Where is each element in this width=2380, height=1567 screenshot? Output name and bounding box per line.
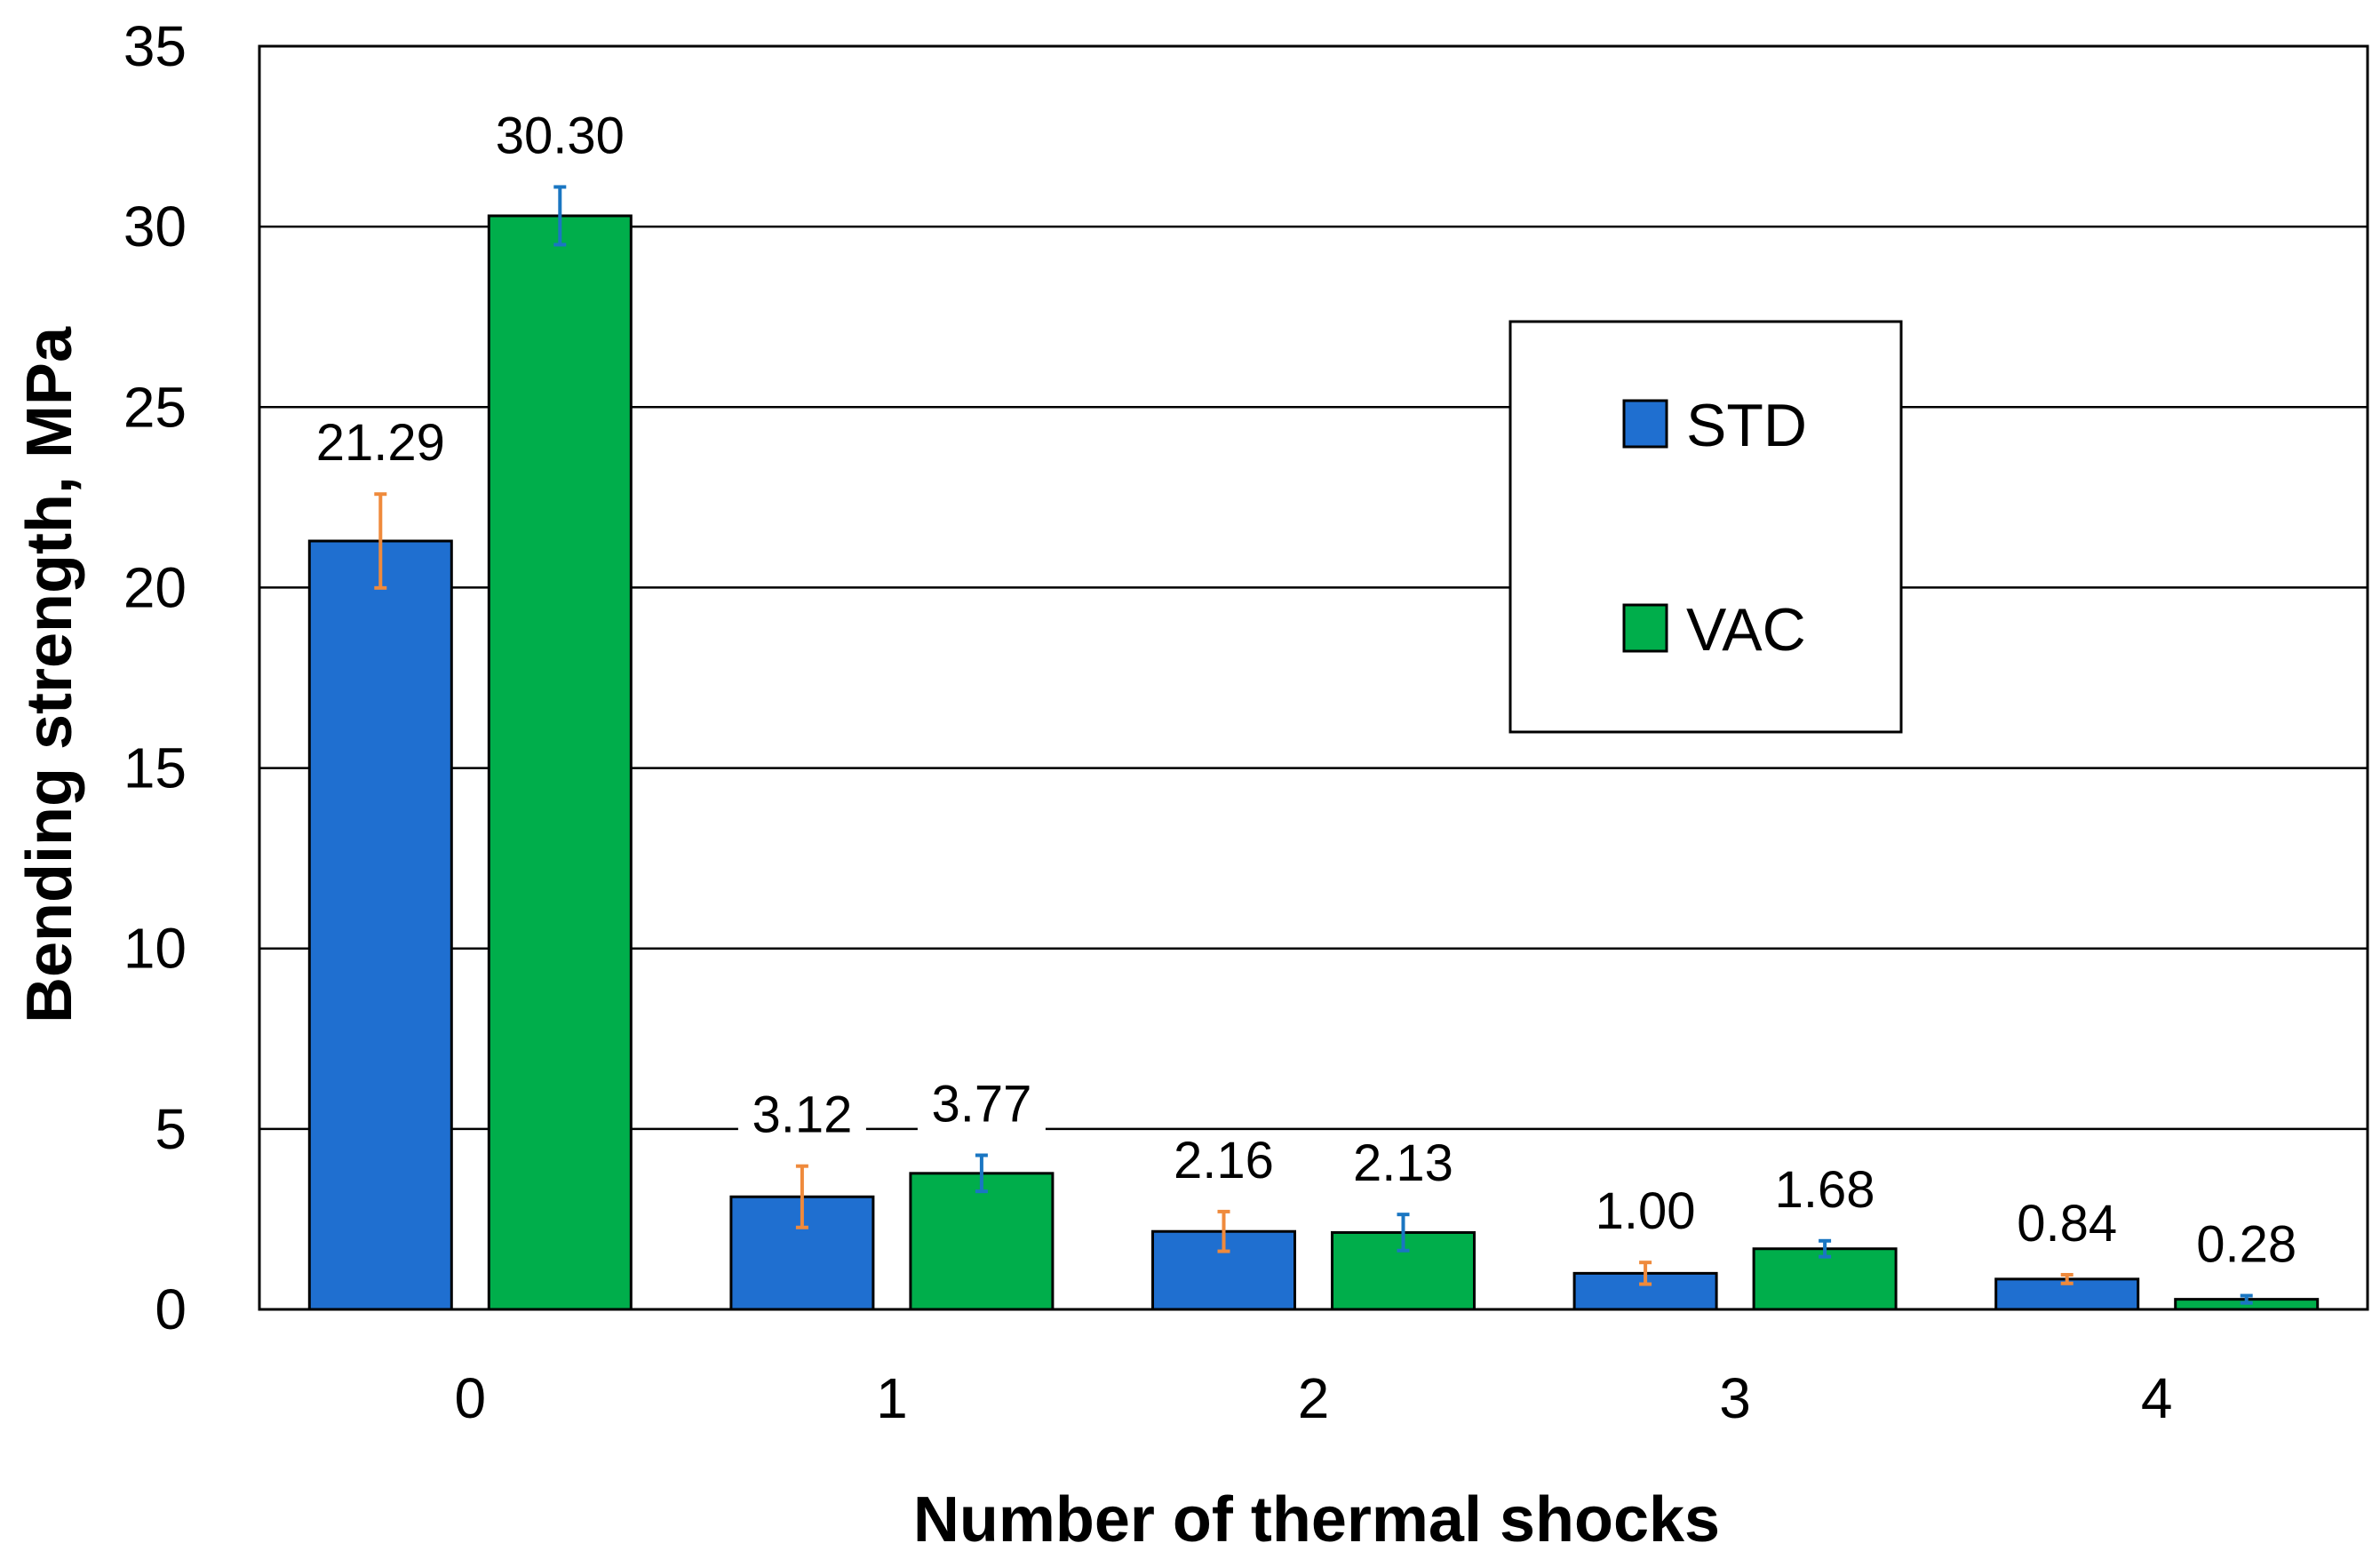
data-label: 3.12	[752, 1086, 852, 1144]
data-label: 2.13	[1353, 1134, 1453, 1192]
data-label: 30.30	[496, 107, 625, 164]
data-label-bg	[1339, 1138, 1468, 1196]
bar-vac	[909, 1172, 1055, 1311]
legend-box	[1508, 320, 1903, 734]
x-axis-title: Number of thermal shocks	[913, 1484, 1720, 1555]
bar-vac	[487, 214, 633, 1311]
data-label-bg	[482, 110, 639, 168]
data-label-bg	[1159, 1134, 1288, 1192]
data-label: 21.29	[316, 414, 445, 472]
data-label-bg	[1761, 1164, 1890, 1221]
legend-swatch-std	[1622, 399, 1668, 449]
plot-frame	[258, 44, 2369, 1311]
y-tick-label: 20	[123, 555, 187, 619]
x-tick-label: 0	[455, 1366, 487, 1430]
x-tick-label: 4	[2141, 1366, 2173, 1430]
data-label: 1.00	[1596, 1182, 1696, 1240]
error-bars	[374, 185, 2253, 1305]
y-tick-label: 10	[123, 917, 187, 981]
data-label: 3.77	[931, 1076, 1031, 1133]
y-tick-label: 30	[123, 195, 187, 259]
bars	[307, 214, 2320, 1311]
data-label-bg	[917, 1078, 1046, 1136]
data-label-bg	[2002, 1197, 2131, 1255]
y-tick-label: 35	[123, 14, 187, 78]
data-labels: 21.29 30.30 3.12 3.77 2.16 2.13 1.00 1.68 0.84 0.…	[316, 107, 2296, 1273]
y-axis-title: Bending strength, MPa	[14, 326, 85, 1023]
legend-label-std: STD	[1686, 392, 1807, 459]
y-tick-label: 0	[155, 1277, 187, 1341]
data-label-bg	[737, 1089, 866, 1147]
legend-label-vac: VAC	[1686, 596, 1806, 664]
x-tick-label: 1	[876, 1366, 908, 1430]
legend-swatch-vac	[1622, 603, 1668, 653]
x-tick-label: 2	[1298, 1366, 1330, 1430]
data-label: 2.16	[1174, 1132, 1274, 1189]
bar-std	[1572, 1271, 1718, 1311]
y-tick-label: 15	[123, 736, 187, 800]
data-label-bg	[2182, 1219, 2311, 1277]
x-tick-label: 3	[1719, 1366, 1751, 1430]
bar-std	[307, 539, 453, 1311]
data-label-bg	[1581, 1186, 1710, 1244]
y-tick-label: 5	[155, 1097, 187, 1161]
y-tick-label: 25	[123, 375, 187, 439]
data-label-bg	[302, 418, 459, 475]
data-label: 0.28	[2196, 1216, 2296, 1274]
data-label: 1.68	[1775, 1161, 1875, 1219]
axes: 0 5 10 15 20 25 30 35 0 1 2 3 4	[123, 14, 2369, 1430]
data-label: 0.84	[2017, 1195, 2117, 1253]
legend[interactable]: STD VAC	[1508, 320, 1903, 734]
